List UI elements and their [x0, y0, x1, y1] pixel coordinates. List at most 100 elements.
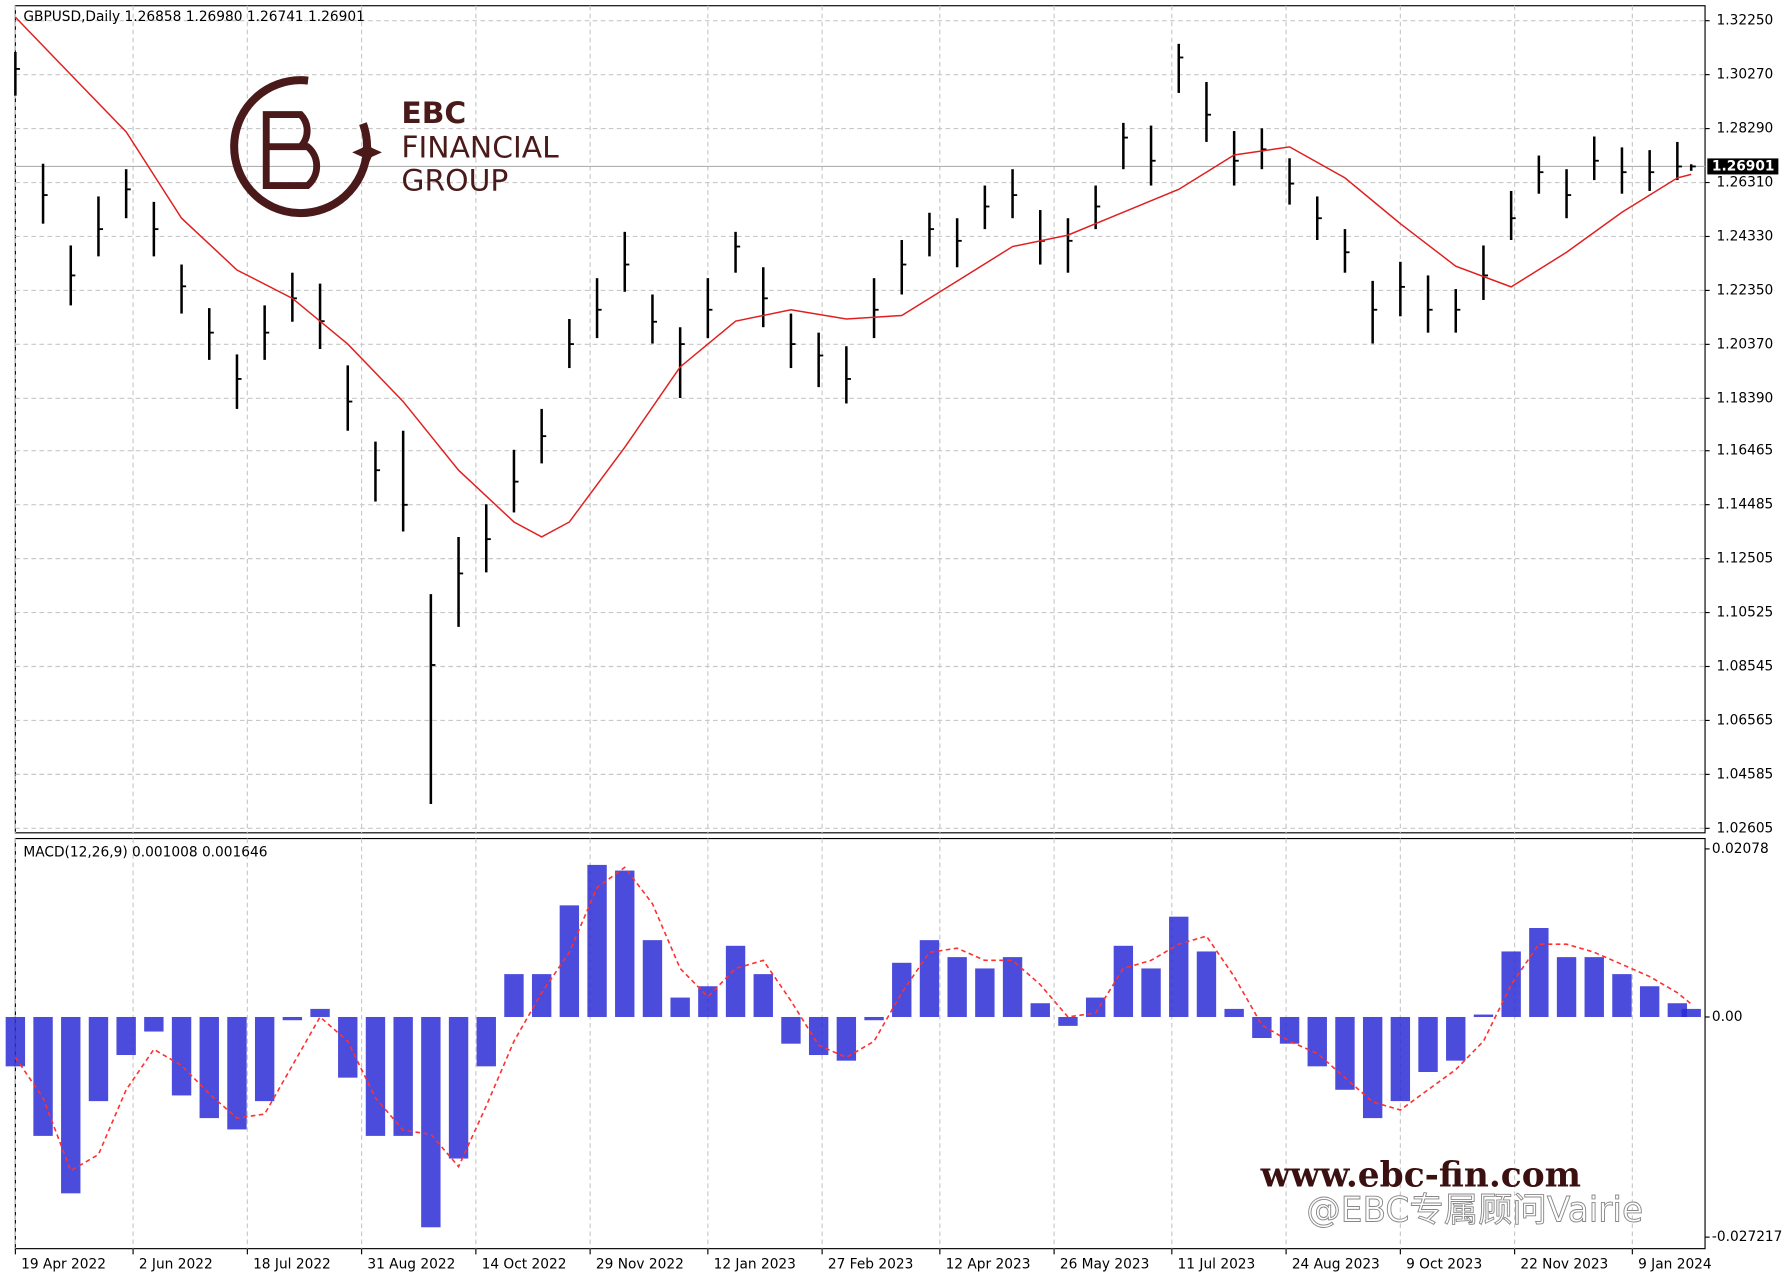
x-tick-label: 29 Nov 2022 — [596, 1257, 684, 1273]
x-tick-label: 2 Jun 2022 — [139, 1257, 213, 1273]
macd-bar — [1390, 1016, 1411, 1102]
macd-bar — [116, 1016, 136, 1056]
macd-bar — [1584, 957, 1604, 1017]
macd-bar — [642, 940, 663, 1017]
y-tick-label: 1.16465 — [1717, 443, 1774, 459]
x-tick-label: 26 May 2023 — [1060, 1257, 1150, 1273]
macd-bar — [864, 1016, 884, 1021]
macd-bar — [254, 1016, 275, 1102]
macd-bar — [1681, 1008, 1701, 1017]
macd-bar — [1141, 968, 1161, 1017]
macd-bar — [615, 870, 635, 1017]
last-price-box — [1707, 158, 1779, 175]
logo: EBC FINANCIAL GROUP — [230, 76, 559, 218]
macd-bar — [753, 974, 773, 1017]
macd-bar — [947, 957, 967, 1017]
logo-text: FINANCIAL — [401, 130, 559, 165]
x-tick-label: 9 Jan 2024 — [1638, 1257, 1712, 1273]
macd-bar — [670, 997, 690, 1017]
y-tick-label: 1.06565 — [1717, 712, 1774, 728]
macd-bar — [61, 1016, 81, 1194]
y-tick-label: 1.02605 — [1717, 820, 1774, 836]
y-tick-label: 1.18390 — [1717, 390, 1774, 406]
macd-bar — [975, 968, 995, 1017]
macd-bar — [1612, 974, 1632, 1017]
macd-bar — [310, 1008, 330, 1017]
macd-bar — [504, 974, 524, 1017]
macd-bar — [1501, 951, 1521, 1017]
x-tick-label: 18 Jul 2022 — [253, 1257, 331, 1273]
macd-bar — [338, 1016, 358, 1078]
y-tick-label: 1.32250 — [1717, 13, 1774, 29]
macd-bar — [1113, 945, 1134, 1017]
y-tick-label: -0.027217 — [1712, 1229, 1783, 1245]
moving-average — [14, 16, 1692, 538]
chart-title: GBPUSD,Daily 1.26858 1.26980 1.26741 1.2… — [23, 9, 364, 25]
macd-bar — [282, 1016, 303, 1021]
macd-bar — [1529, 928, 1549, 1017]
y-tick-label: 1.08545 — [1717, 658, 1774, 674]
x-tick-label: 31 Aug 2022 — [367, 1257, 455, 1273]
macd-bar — [448, 1016, 469, 1159]
y-tick-label: 1.28290 — [1717, 121, 1774, 137]
macd-bar — [725, 945, 746, 1017]
macd-bar — [1196, 951, 1217, 1017]
macd-bar — [1446, 1016, 1466, 1061]
y-tick-label: 1.20370 — [1717, 336, 1774, 352]
macd-bar — [531, 974, 552, 1017]
macd-bar — [33, 1016, 53, 1136]
macd-bar — [1362, 1016, 1383, 1119]
macd-bar — [808, 1016, 829, 1056]
y-tick-label: 0.00 — [1712, 1009, 1743, 1025]
macd-bar — [1085, 997, 1106, 1017]
macd-bar — [1418, 1016, 1438, 1072]
last-price-label: 1.26901 — [1712, 158, 1775, 174]
macd-bar — [1252, 1016, 1272, 1039]
macd-bar — [1030, 1003, 1050, 1017]
logo-star — [352, 137, 382, 168]
macd-bar — [781, 1016, 801, 1044]
macd-bar — [1556, 957, 1577, 1017]
x-tick-label: 11 Jul 2023 — [1178, 1257, 1256, 1273]
plot-layer: 19 Apr 2022 2 Jun 2022 18 Jul 2022 31 Aug 2… — [5, 5, 1783, 1273]
macd-bar — [227, 1016, 247, 1130]
macd-bar — [1335, 1016, 1355, 1090]
macd-bar — [393, 1016, 413, 1136]
credit-watermark: @EBC专属顾问Vairie — [1306, 1190, 1643, 1230]
macd-bar — [919, 940, 940, 1017]
x-tick-label: 9 Oct 2023 — [1406, 1257, 1482, 1273]
macd-bar — [421, 1016, 441, 1228]
x-tick-label: 24 Aug 2023 — [1292, 1257, 1380, 1273]
macd-bar — [199, 1016, 219, 1119]
logo-ring — [230, 76, 372, 218]
macd-bar — [698, 986, 718, 1017]
macd-bar — [476, 1016, 496, 1067]
macd-bar — [88, 1016, 109, 1102]
macd-bar — [1279, 1016, 1300, 1044]
site-watermark: www.ebc-fin.com — [1260, 1156, 1581, 1196]
macd-bar — [144, 1016, 164, 1032]
y-tick-label: 0.02078 — [1712, 841, 1769, 857]
macd-bar — [587, 864, 607, 1017]
x-tick-label: 12 Apr 2023 — [946, 1257, 1031, 1273]
macd-bar — [1058, 1016, 1078, 1026]
y-tick-label: 1.12505 — [1717, 551, 1774, 567]
y-tick-label: 1.26310 — [1717, 175, 1774, 191]
x-tick-label: 14 Oct 2022 — [482, 1257, 567, 1273]
macd-bar — [892, 962, 912, 1017]
y-tick-label: 1.30270 — [1717, 67, 1774, 83]
macd-bar — [1169, 916, 1189, 1017]
macd-bar — [365, 1016, 386, 1136]
macd-bar — [1473, 1014, 1494, 1017]
x-tick-label: 27 Feb 2023 — [828, 1257, 913, 1273]
logo-text: GROUP — [401, 164, 508, 199]
macd-bar — [171, 1016, 192, 1096]
x-tick-label: 22 Nov 2023 — [1520, 1257, 1608, 1273]
y-tick-label: 1.10525 — [1717, 605, 1774, 621]
macd-bar — [1002, 957, 1023, 1017]
logo-text: EBC — [401, 96, 466, 131]
x-tick-label: 19 Apr 2022 — [21, 1257, 106, 1273]
macd-bar — [559, 905, 580, 1017]
y-tick-label: 1.04585 — [1717, 766, 1774, 782]
